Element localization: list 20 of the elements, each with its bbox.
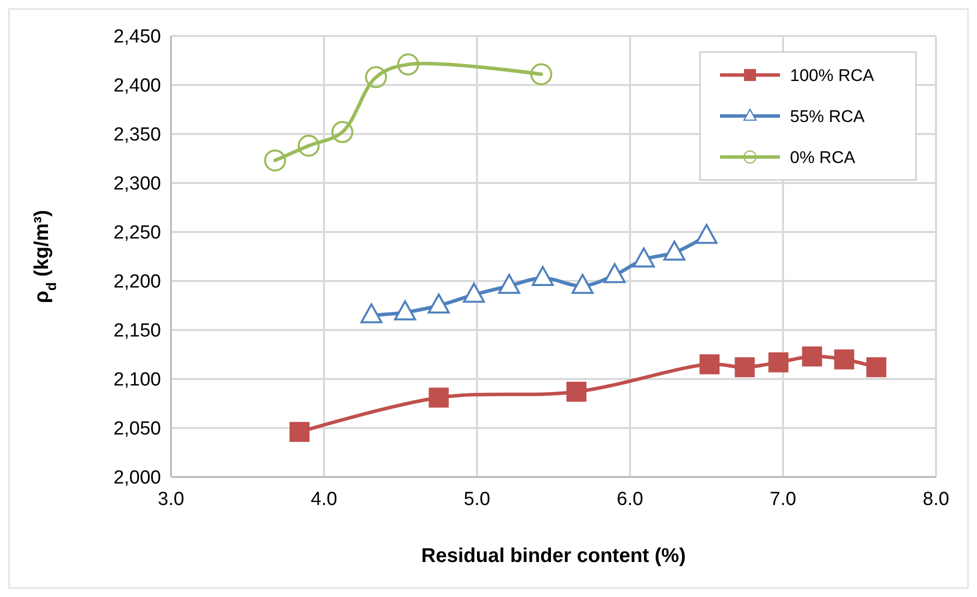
y-tick-label: 2,400: [113, 76, 161, 97]
y-tick-label: 2,050: [113, 418, 161, 440]
legend-label: 55% RCA: [790, 106, 866, 126]
x-tick-label: 7.0: [770, 489, 796, 510]
legend-label: 0% RCA: [790, 148, 856, 167]
y-tick-label: 2,300: [113, 174, 161, 195]
x-tick-label: 8.0: [922, 489, 950, 510]
y-tick-label: 2,000: [113, 468, 161, 489]
x-tick-label: 6.0: [616, 489, 644, 510]
x-tick-label: 5.0: [464, 489, 490, 510]
x-tick-label: 3.0: [158, 489, 184, 510]
y-tick-label: 2,200: [113, 272, 161, 293]
y-tick-label: 2,100: [113, 370, 161, 391]
y-tick-label: 2,250: [113, 222, 161, 244]
y-tick-label: 2,450: [113, 26, 161, 48]
legend-label: 100% RCA: [790, 66, 875, 85]
y-tick-label: 2,350: [113, 124, 161, 146]
x-tick-label: 4.0: [310, 489, 338, 510]
x-axis-title: Residual binder content (%): [421, 545, 686, 567]
y-tick-label: 2,150: [113, 320, 161, 342]
